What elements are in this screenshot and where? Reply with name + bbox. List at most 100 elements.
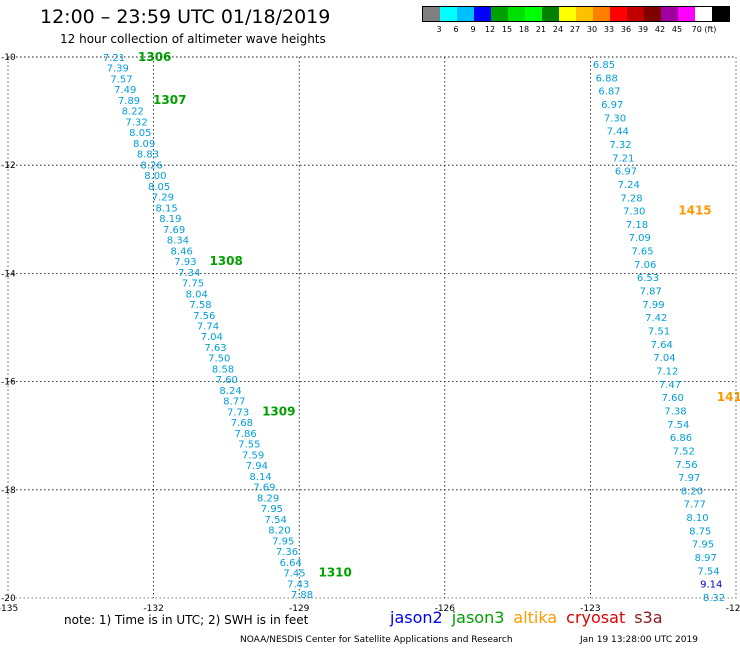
latitude-tick-label: -18 bbox=[1, 486, 16, 496]
wave-height-value: 6.85 bbox=[593, 60, 615, 71]
track-time-label: 1307 bbox=[153, 93, 186, 107]
wave-height-value: 7.54 bbox=[667, 420, 689, 431]
wave-height-value: 7.30 bbox=[604, 113, 626, 124]
legend-swatch bbox=[661, 7, 678, 21]
longitude-tick-label: -135 bbox=[0, 604, 18, 614]
wave-height-value: 7.36 bbox=[276, 547, 298, 558]
legend-swatches bbox=[422, 6, 730, 22]
wave-height-value: 7.47 bbox=[659, 380, 681, 391]
legend-swatch bbox=[678, 7, 695, 21]
legend-swatch bbox=[610, 7, 627, 21]
satellite-legend: jason2 jason3 altika cryosat s3a bbox=[390, 608, 672, 627]
wave-height-value: 7.21 bbox=[103, 53, 125, 64]
wave-height-value: 7.64 bbox=[651, 340, 673, 351]
wave-height-value: 8.58 bbox=[212, 364, 234, 375]
wave-height-value: 7.51 bbox=[648, 327, 670, 338]
wave-height-value: 8.26 bbox=[140, 160, 162, 171]
map-frame bbox=[7, 56, 737, 599]
wave-height-value: 8.20 bbox=[268, 526, 290, 537]
legend-labels: 3 6 9 12 15 18 21 24 27 30 33 36 39 42 45 70 (ft) bbox=[422, 22, 730, 36]
wave-height-value: 8.77 bbox=[223, 397, 245, 408]
color-legend: 3 6 9 12 15 18 21 24 27 30 33 36 39 42 45 70 (ft) bbox=[422, 6, 730, 36]
wave-height-value: 7.95 bbox=[261, 504, 283, 515]
legend-swatch bbox=[712, 7, 729, 21]
wave-height-value: 7.75 bbox=[182, 279, 204, 290]
legend-label: 6 bbox=[453, 25, 459, 34]
satellite-label-jason3: jason3 bbox=[451, 608, 505, 627]
wave-height-value: 8.05 bbox=[129, 128, 151, 139]
wave-height-value: 7.60 bbox=[216, 375, 238, 386]
legend-label: 39 bbox=[637, 25, 649, 34]
wave-height-value: 7.95 bbox=[692, 540, 714, 551]
chart-subtitle: 12 hour collection of altimeter wave hei… bbox=[60, 32, 326, 46]
wave-height-value: 7.69 bbox=[163, 225, 185, 236]
legend-swatch bbox=[440, 7, 457, 21]
legend-swatch bbox=[491, 7, 508, 21]
longitude-tick-label: -123 bbox=[580, 604, 600, 614]
wave-height-value: 6.97 bbox=[601, 100, 623, 111]
legend-swatch bbox=[423, 7, 440, 21]
wave-height-value: 8.46 bbox=[171, 246, 193, 257]
track-time-label: 1309 bbox=[262, 404, 295, 418]
wave-height-value: 7.54 bbox=[265, 515, 287, 526]
legend-swatch bbox=[644, 7, 661, 21]
wave-height-value: 8.75 bbox=[689, 526, 711, 537]
generated-time: Jan 19 13:28:00 UTC 2019 bbox=[580, 635, 698, 645]
wave-height-value: 7.69 bbox=[253, 483, 275, 494]
wave-height-value: 7.58 bbox=[189, 300, 211, 311]
credit-line: NOAA/NESDIS Center for Satellite Applica… bbox=[240, 635, 513, 645]
latitude-tick-label: -14 bbox=[1, 269, 16, 279]
track-time-label: 1308 bbox=[209, 254, 242, 268]
wave-height-value: 7.44 bbox=[607, 127, 629, 138]
wave-height-value: 7.42 bbox=[645, 313, 667, 324]
wave-height-value: 7.06 bbox=[634, 260, 656, 271]
wave-height-value: 7.89 bbox=[118, 96, 140, 107]
wave-height-value: 8.29 bbox=[257, 493, 279, 504]
wave-height-value: 7.99 bbox=[642, 300, 664, 311]
longitude-tick-label: -120 bbox=[726, 604, 740, 614]
track-time-label: 1306 bbox=[138, 50, 171, 64]
wave-height-value: 6.97 bbox=[615, 167, 637, 178]
wave-height-value: 6.87 bbox=[598, 87, 620, 98]
legend-swatch bbox=[525, 7, 542, 21]
wave-height-value: 7.73 bbox=[227, 407, 249, 418]
longitude-tick-label: -129 bbox=[289, 604, 310, 614]
wave-height-value: 8.15 bbox=[156, 203, 178, 214]
wave-height-value: 8.19 bbox=[159, 214, 181, 225]
wave-height-value: 7.28 bbox=[620, 193, 642, 204]
track-time-label: 1414 bbox=[717, 390, 740, 404]
wave-height-value: 7.93 bbox=[174, 257, 196, 268]
wave-height-value: 8.83 bbox=[137, 150, 159, 161]
footer-note: note: 1) Time is in UTC; 2) SWH is in fe… bbox=[64, 613, 309, 627]
wave-height-value: 8.10 bbox=[686, 513, 708, 524]
track-time-label: 1310 bbox=[318, 566, 351, 580]
satellite-label-altika: altika bbox=[513, 608, 558, 627]
wave-height-value: 7.77 bbox=[684, 500, 706, 511]
wave-height-value: 8.20 bbox=[681, 486, 703, 497]
wave-height-value: 7.32 bbox=[609, 140, 631, 151]
legend-label: 24 bbox=[552, 25, 564, 34]
wave-height-value: 7.74 bbox=[197, 322, 219, 333]
wave-height-value: 8.00 bbox=[144, 171, 166, 182]
wave-height-value: 7.34 bbox=[178, 268, 200, 279]
wave-height-value: 7.56 bbox=[193, 311, 215, 322]
legend-label: 12 bbox=[484, 25, 496, 34]
wave-height-value: 7.32 bbox=[125, 117, 147, 128]
legend-label: 3 bbox=[436, 25, 442, 34]
legend-swatch bbox=[593, 7, 610, 21]
latitude-tick-label: -10 bbox=[1, 53, 16, 63]
latitude-tick-label: -20 bbox=[1, 594, 16, 604]
legend-swatch bbox=[542, 7, 559, 21]
wave-height-value: 7.87 bbox=[640, 287, 662, 298]
wave-height-value: 7.55 bbox=[238, 440, 260, 451]
wave-height-value: 8.34 bbox=[167, 236, 189, 247]
wave-height-value: 7.04 bbox=[201, 332, 223, 343]
legend-swatch bbox=[695, 7, 712, 21]
wave-height-value: 8.05 bbox=[148, 182, 170, 193]
wave-height-value: 7.57 bbox=[110, 74, 132, 85]
wave-height-value: 7.09 bbox=[629, 233, 651, 244]
wave-height-value: 7.59 bbox=[242, 450, 264, 461]
legend-label: 27 bbox=[569, 25, 581, 34]
wave-height-value: 7.52 bbox=[673, 446, 695, 457]
wave-height-value: 8.32 bbox=[703, 593, 725, 604]
